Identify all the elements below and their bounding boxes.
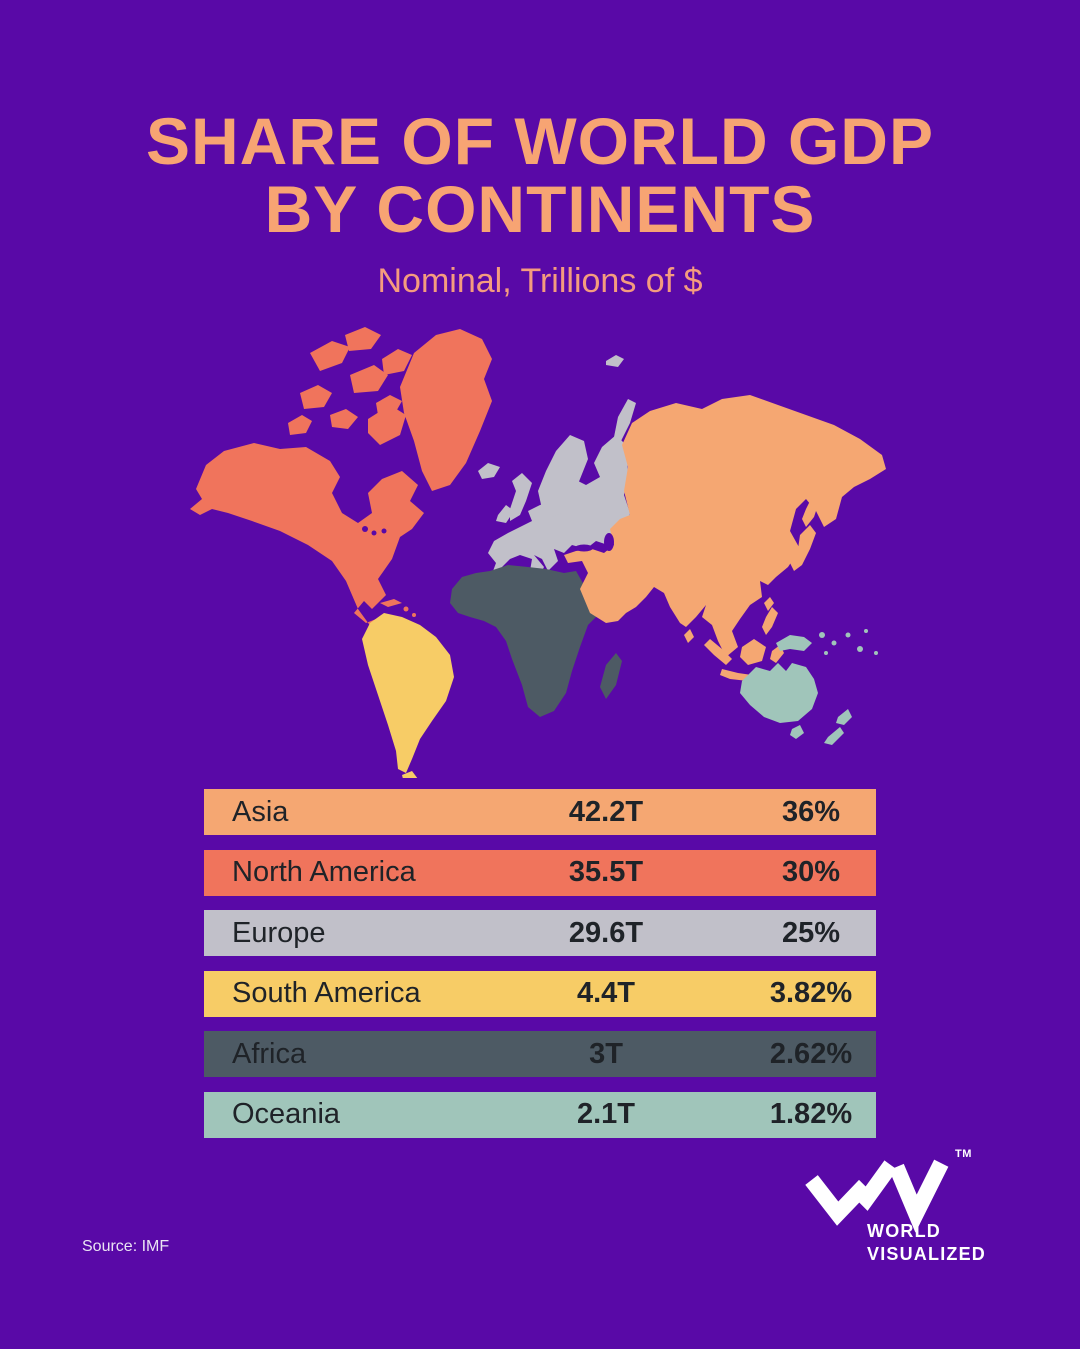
map-asia (564, 395, 886, 681)
map-africa (450, 565, 622, 717)
page-title-line2: BY CONTINENTS (264, 171, 816, 246)
gdp-table: Asia 42.2T 36% North America 35.5T 30% Europe 2… (204, 789, 876, 1138)
gdp-value: 35.5T (568, 856, 644, 888)
continent-label: South America (232, 977, 421, 1009)
brand-name: WORLD VISUALIZED (867, 1220, 986, 1265)
table-row: North America 35.5T 30% (204, 849, 876, 896)
gdp-value: 29.6T (568, 916, 644, 949)
share-value: 30% (781, 856, 841, 888)
map-europe (478, 355, 636, 585)
brand-name-line2: VISUALIZED (867, 1243, 987, 1264)
world-map (160, 323, 920, 778)
gdp-value: 4.4T (576, 977, 636, 1009)
table-row: Oceania 2.1T 1.82% (204, 1091, 876, 1138)
brand-logo: TM WORLD VISUALIZED (795, 1148, 995, 1278)
continent-label: Oceania (232, 1098, 341, 1130)
wv-logo-icon (805, 1159, 949, 1233)
table-row: Africa 3T 2.62% (204, 1031, 876, 1077)
continent-label: North America (232, 856, 416, 888)
share-value: 3.82% (769, 977, 853, 1009)
table-row: South America 4.4T 3.82% (204, 970, 876, 1017)
share-value: 1.82% (769, 1098, 853, 1130)
page-title-line1: SHARE OF WORLD GDP (146, 104, 934, 178)
map-south-america (362, 613, 454, 778)
map-great-lakes (362, 526, 387, 536)
trademark-symbol: TM (955, 1148, 972, 1160)
table-row: Asia 42.2T 36% (204, 789, 876, 835)
map-oceania (740, 629, 878, 745)
share-value: 36% (781, 795, 841, 828)
brand-name-line1: WORLD (867, 1221, 941, 1241)
gdp-value: 2.1T (576, 1098, 636, 1130)
share-value: 25% (781, 916, 841, 949)
continent-label: Asia (232, 795, 289, 828)
map-inland-seas (575, 533, 614, 552)
table-row: Europe 29.6T 25% (204, 910, 876, 956)
continent-label: Africa (232, 1037, 307, 1070)
share-value: 2.62% (769, 1037, 853, 1070)
page-subtitle: Nominal, Trillions of $ (377, 262, 703, 300)
gdp-value: 42.2T (568, 795, 644, 828)
gdp-value: 3T (589, 1037, 623, 1070)
world-map-svg (190, 327, 886, 778)
page-title: SHARE OF WORLD GDP BY CONTINENTS (0, 104, 1080, 246)
map-north-america (190, 327, 492, 645)
continent-label: Europe (232, 916, 326, 949)
source-note: Source: IMF (82, 1238, 170, 1255)
